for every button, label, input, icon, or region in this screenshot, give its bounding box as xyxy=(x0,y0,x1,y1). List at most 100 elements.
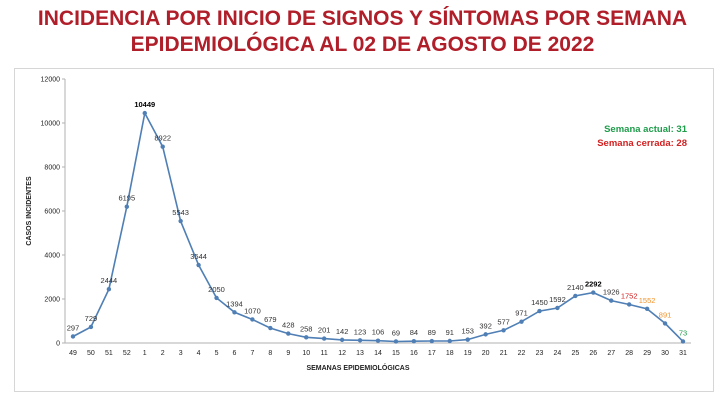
x-tick-label: 51 xyxy=(105,350,113,357)
data-labels: 2977292444619510449892255433544205013941… xyxy=(67,100,687,337)
data-point xyxy=(573,293,578,299)
data-label: 10449 xyxy=(134,100,155,109)
y-tick-label: 8000 xyxy=(44,165,60,172)
data-point xyxy=(680,339,686,344)
data-label: 1394 xyxy=(226,299,243,308)
data-point xyxy=(250,317,255,322)
x-tick-label: 30 xyxy=(661,350,669,357)
x-tick-label: 13 xyxy=(356,350,364,357)
x-tick-label: 2 xyxy=(161,350,165,357)
x-tick-label: 16 xyxy=(410,350,418,357)
data-point xyxy=(537,308,542,314)
data-point xyxy=(555,305,560,311)
x-axis: 49 50 51 52 1 2 3 4 5 6 7 8 9 10 11 12 13 14 15 16 17 18 19 20 2… xyxy=(65,342,691,357)
data-point xyxy=(196,262,201,268)
series-points xyxy=(70,110,686,344)
x-tick-label: 28 xyxy=(625,350,633,357)
x-tick-label: 14 xyxy=(374,350,382,357)
data-label: 91 xyxy=(446,328,454,337)
data-label: 89 xyxy=(428,328,436,337)
data-label: 891 xyxy=(659,310,672,319)
data-point xyxy=(286,331,291,336)
data-label: 69 xyxy=(392,328,400,337)
data-label: 1752 xyxy=(621,291,638,300)
data-point xyxy=(214,295,219,301)
data-point xyxy=(304,335,309,340)
data-point xyxy=(465,337,470,342)
x-tick-label: 1 xyxy=(143,350,147,357)
x-tick-label: 21 xyxy=(500,350,508,357)
data-label: 428 xyxy=(282,321,295,330)
x-tick-label: 25 xyxy=(571,350,579,357)
x-tick-label: 19 xyxy=(464,350,472,357)
data-label: 153 xyxy=(461,327,474,336)
data-point xyxy=(411,338,417,344)
data-label: 258 xyxy=(300,324,313,333)
data-label: 1450 xyxy=(531,298,548,307)
data-point xyxy=(357,338,363,343)
y-tick-label: 10000 xyxy=(41,121,61,128)
data-point xyxy=(232,310,237,315)
data-point xyxy=(626,302,632,307)
data-point xyxy=(429,338,435,344)
data-point xyxy=(393,339,399,344)
data-point xyxy=(178,218,183,224)
x-tick-label: 11 xyxy=(321,350,328,357)
data-point xyxy=(339,337,345,343)
x-tick-label: 10 xyxy=(302,350,310,357)
data-label: 123 xyxy=(354,327,367,336)
x-tick-label: 17 xyxy=(428,350,436,357)
x-tick-label: 9 xyxy=(286,350,290,357)
data-label: 8922 xyxy=(154,134,171,143)
data-label: 971 xyxy=(515,309,528,318)
data-point xyxy=(519,319,524,324)
data-point xyxy=(591,290,596,295)
data-label: 577 xyxy=(497,317,510,326)
data-point xyxy=(644,306,650,312)
data-point xyxy=(70,334,76,339)
data-point xyxy=(483,332,488,337)
data-label: 84 xyxy=(410,328,418,337)
chart-panel: 0 2000 4000 6000 8000 10000 12000 49 50 51 52 1 2 3 4… xyxy=(14,68,714,392)
data-label: 1552 xyxy=(639,296,656,305)
x-tick-label: 20 xyxy=(482,350,490,357)
x-tick-label: 4 xyxy=(197,350,201,357)
data-point xyxy=(662,321,668,326)
data-point xyxy=(609,298,614,303)
x-tick-label: 49 xyxy=(69,350,77,357)
data-point xyxy=(160,144,165,149)
data-label: 2140 xyxy=(567,283,584,292)
chart-title-line-2: EPIDEMIOLÓGICA AL 02 DE AGOSTO DE 2022 xyxy=(130,33,595,56)
x-tick-label: 12 xyxy=(338,350,346,357)
x-tick-label: 15 xyxy=(392,350,400,357)
chart-title: INCIDENCIA POR INICIO DE SIGNOS Y SÍNTOM… xyxy=(0,6,725,58)
data-label: 2050 xyxy=(208,285,225,294)
data-label: 2444 xyxy=(101,276,118,285)
x-tick-label: 26 xyxy=(589,350,597,357)
data-point xyxy=(268,325,273,331)
data-label: 392 xyxy=(479,321,492,330)
data-label: 73 xyxy=(679,328,687,337)
x-tick-label: 3 xyxy=(179,350,183,357)
data-point xyxy=(375,338,381,343)
data-label: 106 xyxy=(372,328,385,337)
y-tick-label: 12000 xyxy=(41,77,61,84)
x-tick-label: 50 xyxy=(87,350,95,357)
chart-title-line-1: INCIDENCIA POR INICIO DE SIGNOS Y SÍNTOM… xyxy=(37,7,688,30)
x-tick-label: 31 xyxy=(679,350,687,357)
data-point xyxy=(106,287,112,292)
data-point xyxy=(124,204,130,209)
x-tick-label: 7 xyxy=(250,350,254,357)
data-label: 1070 xyxy=(244,306,261,315)
x-axis-title: SEMANAS EPIDEMIOLÓGICAS xyxy=(306,363,409,372)
data-label: 679 xyxy=(264,315,277,324)
data-label: 2292 xyxy=(585,280,602,289)
data-point xyxy=(142,110,147,116)
x-tick-label: 5 xyxy=(215,350,219,357)
data-point xyxy=(321,336,327,341)
x-tick-label: 52 xyxy=(123,350,131,357)
x-tick-label: 8 xyxy=(268,350,272,357)
y-tick-label: 6000 xyxy=(44,209,60,216)
